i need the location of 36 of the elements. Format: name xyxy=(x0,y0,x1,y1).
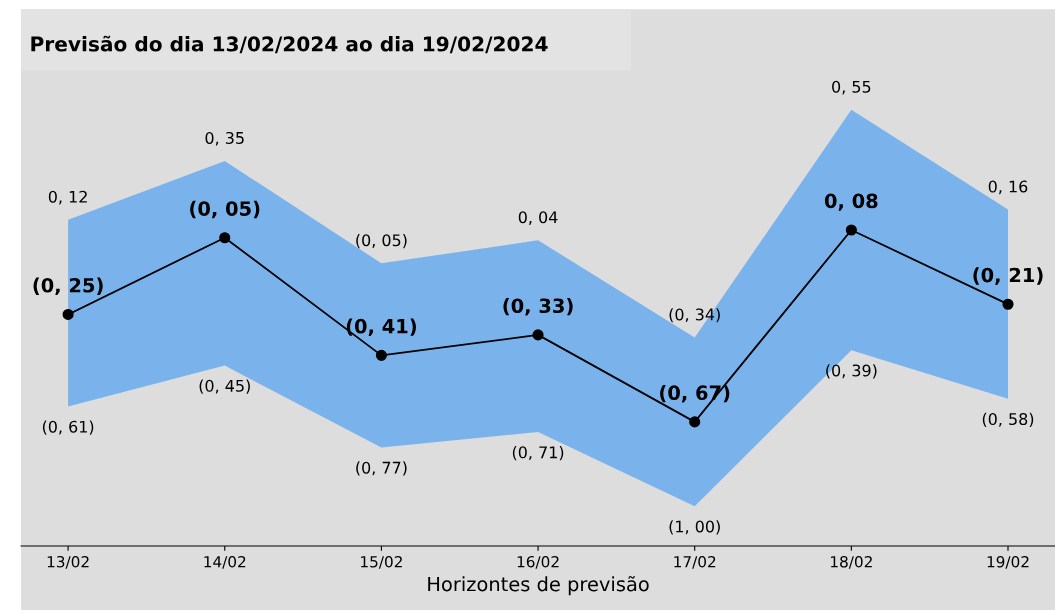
x-axis-title: Horizontes de previsão xyxy=(428,576,649,596)
point xyxy=(689,416,701,428)
data-label: (0, 25) xyxy=(33,277,103,296)
data-label: (0, 05) xyxy=(190,200,260,219)
data-label: (0, 21) xyxy=(973,267,1043,285)
x-tick-label: 17/02 xyxy=(674,555,716,569)
data-label: (0, 41) xyxy=(346,318,416,337)
point xyxy=(375,349,387,361)
point xyxy=(62,308,74,321)
x-tick-label: 18/02 xyxy=(831,555,872,569)
point xyxy=(532,329,544,341)
data-label: (0, 33) xyxy=(503,298,573,316)
x-tick-label: 16/02 xyxy=(517,555,559,569)
annotation: (0, 77) xyxy=(356,461,407,476)
point xyxy=(845,224,857,236)
annotation: (0, 45) xyxy=(199,379,250,394)
annotation: 0, 12 xyxy=(48,190,87,205)
x-tick-label: 14/02 xyxy=(204,555,246,569)
point xyxy=(219,232,231,244)
chart-title: Previsão do dia 13/02/2024 ao dia 19/02/2024 xyxy=(31,35,548,54)
annotation: 0, 35 xyxy=(205,131,244,146)
annotation: 0, 04 xyxy=(518,211,558,225)
x-tick-label: 19/02 xyxy=(987,555,1029,569)
point xyxy=(1002,298,1014,310)
annotation: (0, 71) xyxy=(512,446,564,461)
annotation: (0, 58) xyxy=(982,412,1034,427)
annotation: 0, 16 xyxy=(988,180,1028,195)
annotation: (0, 34) xyxy=(669,308,720,323)
x-tick-label: 13/02 xyxy=(47,555,89,569)
annotation: 0, 55 xyxy=(832,80,871,95)
annotation: (0, 61) xyxy=(42,420,94,435)
annotation: (1, 00) xyxy=(669,520,720,535)
annotation: (0, 05) xyxy=(356,233,407,249)
x-tick-label: 15/02 xyxy=(361,555,402,569)
annotation: (0, 39) xyxy=(826,364,877,379)
data-label: 0, 08 xyxy=(824,193,878,211)
